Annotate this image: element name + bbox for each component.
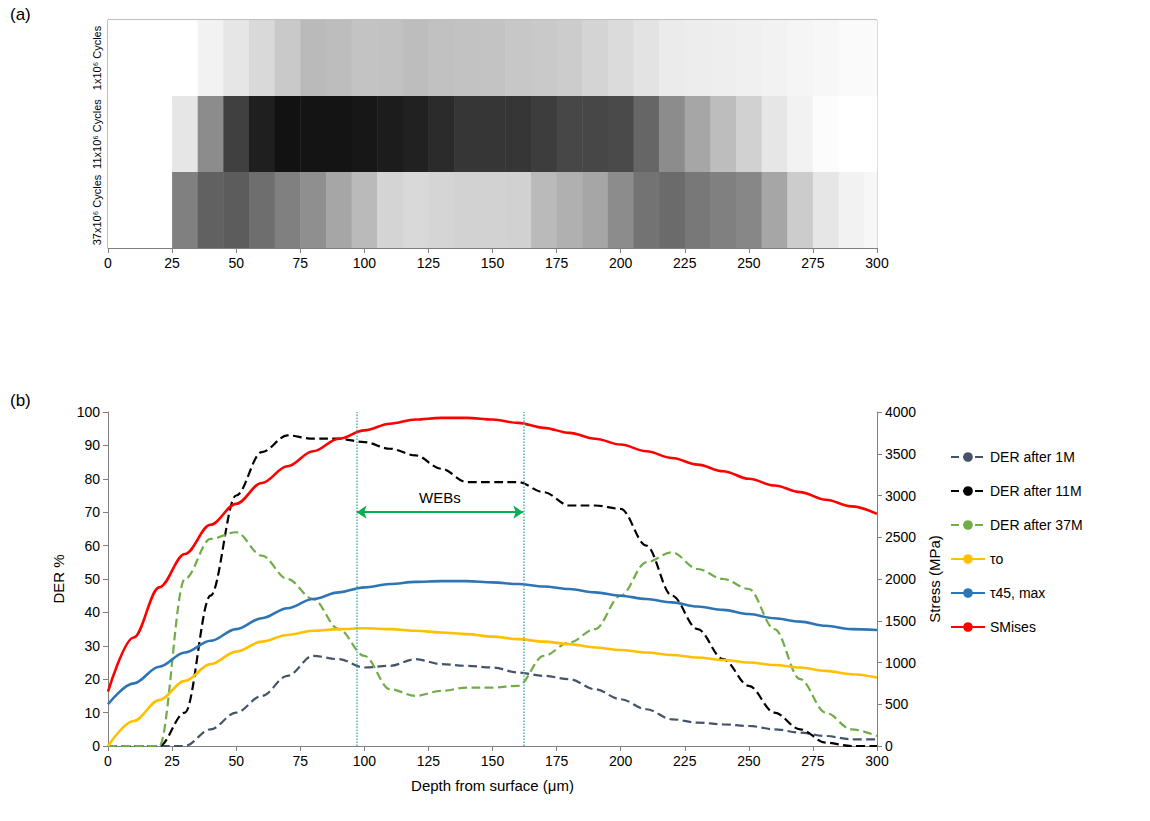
svg-text:3500: 3500: [885, 446, 916, 462]
svg-text:225: 225: [673, 255, 697, 271]
svg-text:75: 75: [292, 255, 308, 271]
svg-text:0: 0: [104, 255, 112, 271]
svg-text:125: 125: [417, 753, 441, 769]
svg-text:Depth from surface (μm): Depth from surface (μm): [411, 777, 574, 794]
svg-text:0: 0: [104, 753, 112, 769]
svg-text:200: 200: [609, 753, 633, 769]
svg-text:SMises: SMises: [990, 619, 1036, 635]
svg-text:275: 275: [801, 753, 825, 769]
svg-text:10: 10: [84, 705, 100, 721]
svg-text:275: 275: [801, 255, 825, 271]
svg-text:225: 225: [673, 753, 697, 769]
svg-text:250: 250: [737, 753, 761, 769]
svg-text:20: 20: [84, 671, 100, 687]
svg-text:4000: 4000: [885, 404, 916, 420]
svg-text:175: 175: [545, 753, 569, 769]
svg-text:75: 75: [292, 753, 308, 769]
svg-text:100: 100: [77, 404, 101, 420]
svg-text:25: 25: [164, 255, 180, 271]
svg-text:25: 25: [164, 753, 180, 769]
svg-text:DER after 11M: DER after 11M: [990, 483, 1082, 499]
svg-text:70: 70: [84, 504, 100, 520]
svg-text:50: 50: [228, 255, 244, 271]
svg-text:150: 150: [481, 255, 505, 271]
svg-text:(a): (a): [10, 5, 31, 24]
svg-text:DER after 1M: DER after 1M: [990, 449, 1075, 465]
svg-text:30: 30: [84, 638, 100, 654]
svg-text:50: 50: [84, 571, 100, 587]
svg-text:150: 150: [481, 753, 505, 769]
svg-text:0: 0: [92, 738, 100, 754]
svg-text:500: 500: [885, 696, 909, 712]
svg-text:125: 125: [417, 255, 441, 271]
svg-text:175: 175: [545, 255, 569, 271]
svg-text:DER after 37M: DER after 37M: [990, 517, 1083, 533]
svg-text:60: 60: [84, 538, 100, 554]
svg-text:(b): (b): [10, 391, 31, 410]
svg-text:Stress (MPa): Stress (MPa): [926, 535, 943, 623]
svg-text:1x10⁶ Cycles: 1x10⁶ Cycles: [91, 25, 103, 90]
svg-text:3000: 3000: [885, 488, 916, 504]
svg-text:11x10⁶ Cycles: 11x10⁶ Cycles: [91, 99, 103, 169]
svg-text:100: 100: [353, 255, 377, 271]
svg-text:1000: 1000: [885, 655, 916, 671]
svg-text:50: 50: [228, 753, 244, 769]
svg-text:0: 0: [885, 738, 893, 754]
svg-text:250: 250: [737, 255, 761, 271]
svg-text:300: 300: [865, 255, 889, 271]
svg-text:200: 200: [609, 255, 633, 271]
svg-text:80: 80: [84, 471, 100, 487]
svg-text:DER %: DER %: [50, 554, 67, 603]
svg-text:1500: 1500: [885, 613, 916, 629]
svg-text:300: 300: [865, 753, 889, 769]
svg-text:37x10⁶ Cycles: 37x10⁶ Cycles: [91, 174, 103, 245]
svg-text:40: 40: [84, 604, 100, 620]
svg-text:WEBs: WEBs: [419, 489, 461, 506]
svg-text:2500: 2500: [885, 529, 916, 545]
svg-text:90: 90: [84, 437, 100, 453]
svg-text:τo: τo: [990, 551, 1004, 567]
svg-text:τ45, max: τ45, max: [990, 585, 1045, 601]
svg-text:2000: 2000: [885, 571, 916, 587]
svg-text:100: 100: [353, 753, 377, 769]
